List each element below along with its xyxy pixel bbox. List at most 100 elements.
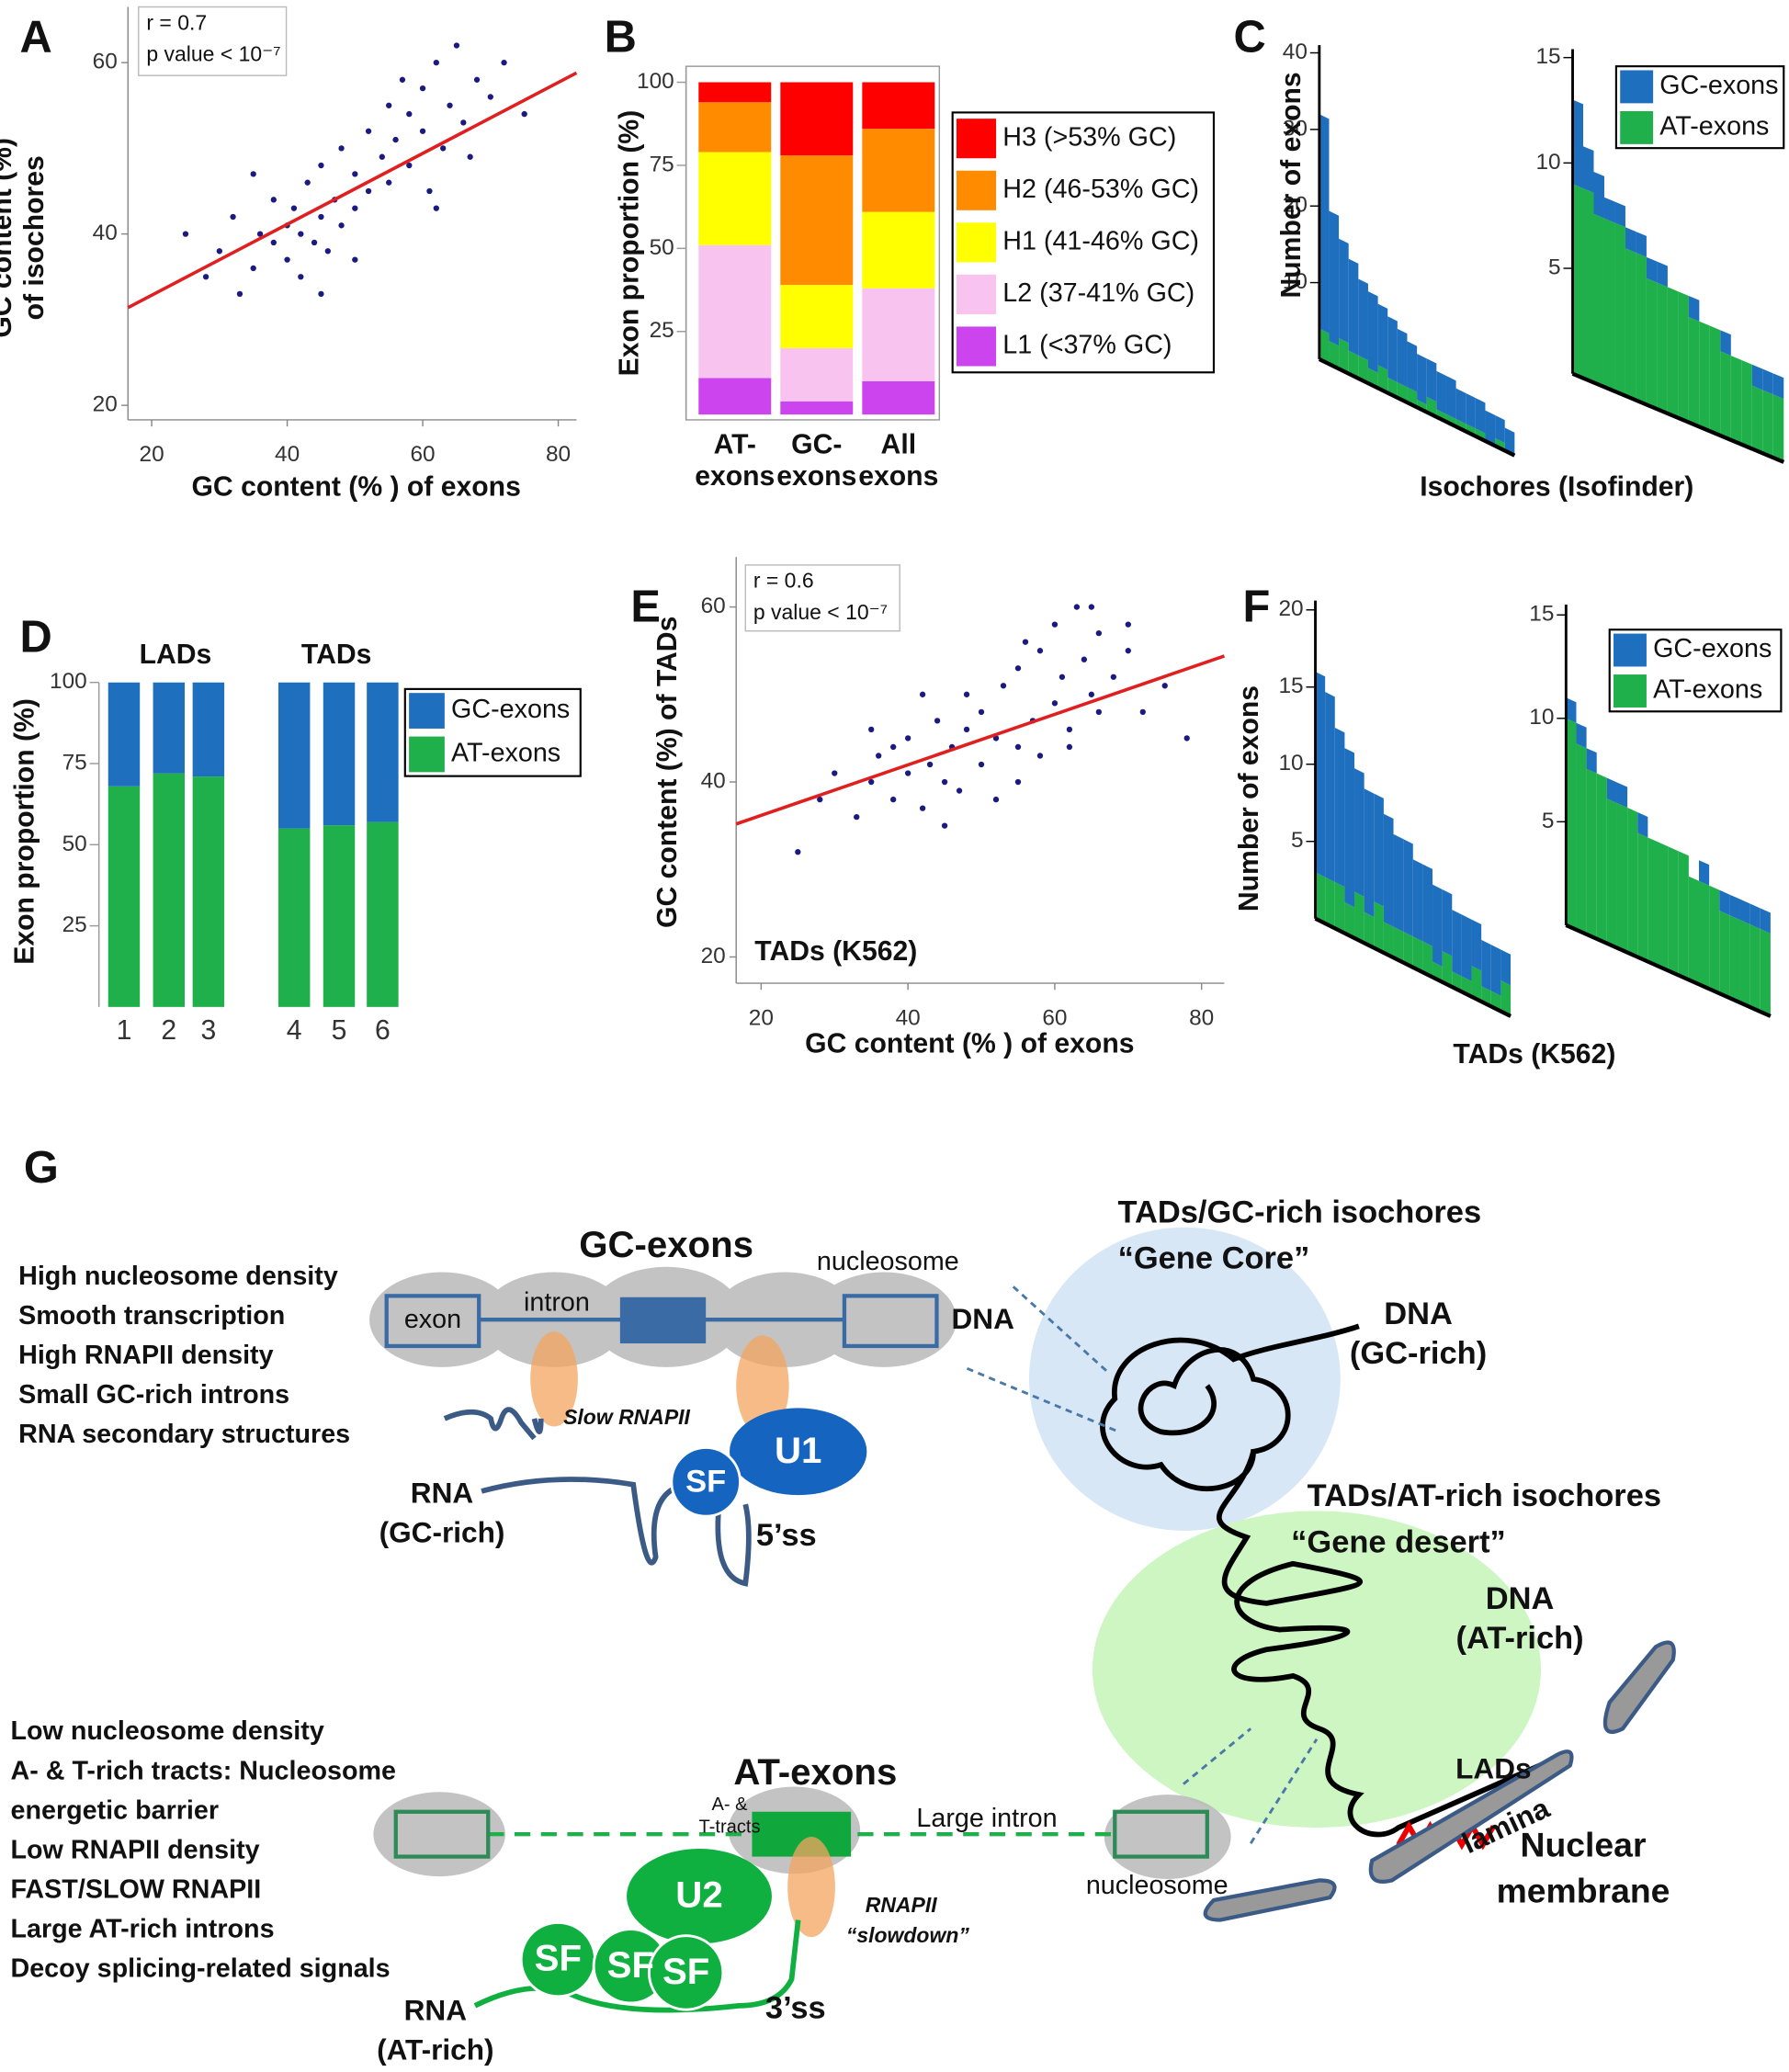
text-line: exons	[695, 461, 775, 492]
point	[284, 256, 290, 263]
label: U1	[775, 1430, 821, 1471]
point	[868, 778, 875, 786]
legend-label: GC-exons	[451, 695, 570, 724]
legend-swatch	[1613, 674, 1647, 708]
exon	[393, 1809, 491, 1859]
point	[250, 265, 256, 272]
bar-segment	[1603, 218, 1615, 391]
y-tick-label: 5	[1542, 809, 1555, 833]
point	[934, 718, 941, 724]
point	[1000, 683, 1007, 689]
point	[447, 102, 453, 108]
point	[386, 179, 392, 186]
bar-segment	[1354, 891, 1364, 944]
legend-label: AT-exons	[1659, 112, 1769, 142]
bar-segment	[1383, 813, 1394, 927]
y-tick-label: 25	[650, 318, 674, 343]
bar-segment	[698, 244, 772, 379]
y-tick-label: 40	[701, 768, 726, 793]
bar-segment	[1586, 768, 1597, 939]
point	[832, 770, 838, 776]
bar-segment	[1432, 884, 1443, 967]
panel-label: C	[1234, 12, 1266, 62]
sf	[670, 1446, 742, 1518]
link-line	[1183, 1727, 1252, 1785]
bar-segment	[1426, 358, 1437, 402]
bar-segment	[1364, 911, 1375, 948]
bar-segment	[780, 347, 854, 402]
label: 3’ss	[765, 1990, 826, 2025]
bar-segment	[1475, 398, 1486, 434]
label: “Gene desert”	[1291, 1524, 1506, 1559]
x-tick-label: 2	[161, 1015, 176, 1046]
x-axis	[1571, 371, 1785, 464]
label: RNA	[404, 1993, 467, 2026]
bar-segment	[1637, 832, 1648, 962]
group-label: LADs	[140, 640, 212, 670]
annotation-box	[138, 6, 288, 76]
point	[290, 205, 298, 211]
bar-segment	[1358, 278, 1368, 361]
section-title: GC-exons	[579, 1224, 753, 1265]
bar-segment	[698, 152, 772, 245]
bar-segment	[1412, 936, 1423, 973]
text-line: AT-	[714, 430, 756, 460]
bar-segment	[1572, 184, 1584, 379]
panel-label: F	[1243, 583, 1271, 632]
bar-segment	[1699, 880, 1710, 990]
x-axis-label: TADs (K562)	[1453, 1039, 1615, 1070]
bar-segment	[1729, 915, 1740, 1003]
point	[433, 59, 439, 66]
bar-segment	[780, 82, 854, 156]
x-axis-label: GC content (% ) of exons	[191, 472, 520, 503]
y-tick-label: 5	[1548, 255, 1561, 279]
point	[1051, 621, 1059, 628]
point	[311, 239, 318, 246]
bar-segment	[1739, 899, 1750, 925]
bar-segment	[1760, 908, 1771, 934]
point	[338, 145, 345, 152]
bar-segment	[1377, 303, 1388, 370]
rna	[443, 1407, 752, 1587]
property: Smooth transcription	[18, 1301, 285, 1330]
point	[1088, 691, 1095, 697]
point	[919, 691, 926, 697]
legend-swatch	[956, 119, 997, 159]
point	[460, 119, 467, 126]
y-tick-label: 50	[62, 832, 87, 856]
bar-segment	[1730, 356, 1742, 445]
rna	[473, 1919, 801, 2013]
bar-segment	[698, 102, 772, 153]
bar-segment	[1325, 692, 1335, 882]
label: A- &	[711, 1795, 748, 1815]
bar-segment	[1657, 261, 1668, 288]
y-tick-label: 100	[50, 669, 87, 694]
point	[365, 128, 372, 134]
point	[1125, 621, 1131, 628]
point	[868, 726, 875, 733]
label: T-tracts	[699, 1817, 761, 1837]
point	[904, 770, 911, 776]
bar-segment	[1442, 889, 1453, 957]
legend-label: GC-exons	[1659, 71, 1778, 100]
point	[963, 726, 970, 733]
bar-segment	[1625, 227, 1636, 254]
text-line: exons	[858, 461, 938, 492]
bar-segment	[1325, 877, 1335, 929]
point	[978, 761, 985, 768]
point	[817, 796, 823, 803]
text-line: GC content (%)	[0, 138, 17, 338]
bar-segment	[1647, 837, 1659, 967]
x-tick-label: 20	[749, 1005, 774, 1030]
point	[919, 805, 926, 811]
legend-swatch	[956, 222, 997, 263]
point	[216, 248, 222, 255]
property: Large AT-rich introns	[10, 1915, 274, 1944]
link-line	[1012, 1285, 1110, 1374]
x-tick-label: All exons	[858, 430, 938, 493]
label: RNAPII	[866, 1893, 937, 1917]
bar-segment	[1667, 287, 1679, 418]
bar-segment	[1344, 902, 1355, 938]
bar-segment	[1749, 903, 1761, 929]
bar-segment	[1688, 296, 1700, 322]
